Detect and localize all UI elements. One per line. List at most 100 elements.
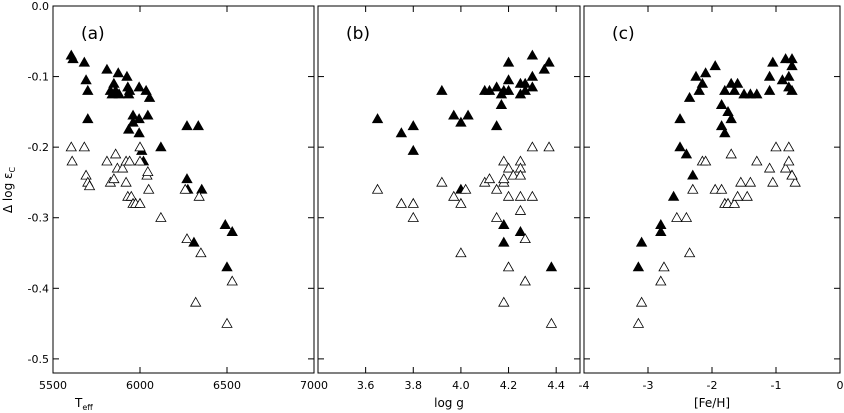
filled-triangle-point <box>448 109 460 120</box>
filled-triangle-point <box>407 120 419 131</box>
x-tick-label: 7000 <box>300 379 328 392</box>
filled-triangle-point <box>181 173 193 184</box>
filled-triangle-point <box>683 91 696 102</box>
open-triangle-point <box>65 141 77 152</box>
y-tick-label: -0.5 <box>28 353 49 366</box>
filled-triangle-point <box>526 49 539 60</box>
open-triangle-point <box>80 169 92 180</box>
x-tick-label: 0 <box>837 379 844 392</box>
filled-triangle-point <box>495 99 508 109</box>
x-tick-label: 3.8 <box>405 379 423 392</box>
open-triangle-point <box>514 204 527 215</box>
filled-triangle-point <box>226 226 238 236</box>
open-triangle-point <box>189 296 202 307</box>
open-triangle-point <box>221 317 233 328</box>
panel-2: (b) 3.6 3.8 4.0 4.2 4.4 log g <box>317 5 581 410</box>
plot-frame <box>317 5 581 374</box>
filled-triangle-point <box>715 120 728 131</box>
plot-frame <box>52 5 315 374</box>
x-tick-label: -4 <box>579 379 590 392</box>
filled-triangle-point <box>221 261 233 272</box>
x-tick-label: 4.0 <box>452 379 470 392</box>
panel-3: (c) -4 -3 -2 -1 0 [Fe/H] <box>579 5 844 410</box>
filled-triangle-point <box>140 84 152 95</box>
open-triangle-point <box>123 155 136 166</box>
y-tick-label: -0.1 <box>28 71 49 84</box>
open-triangle-point <box>514 190 527 201</box>
filled-triangle-point <box>545 261 558 272</box>
open-triangle-point <box>459 183 472 194</box>
filled-triangle-point <box>728 84 741 95</box>
filled-triangle-point <box>514 226 527 236</box>
open-triangle-point <box>687 183 699 194</box>
filled-triangle-point <box>395 127 408 138</box>
y-axis-title-main: Δ log ε <box>1 172 15 213</box>
y-tick-label: -0.2 <box>28 141 49 154</box>
x-tick-label: 6000 <box>126 379 154 392</box>
open-triangle-point <box>143 183 155 194</box>
x-tick-label: -3 <box>643 379 654 392</box>
filled-triangle-point <box>142 109 154 120</box>
open-triangle-point <box>181 233 193 244</box>
open-triangle-point <box>683 247 696 258</box>
x-tick-label: 4.2 <box>500 379 518 392</box>
filled-triangle-point <box>498 218 510 229</box>
filled-triangle-point <box>722 106 734 117</box>
open-triangle-point <box>699 155 712 166</box>
open-triangle-point <box>116 162 129 173</box>
open-triangle-point <box>728 197 741 208</box>
filled-triangle-point <box>143 91 156 102</box>
x-axis-title: Teff <box>74 396 93 412</box>
svg-text:Δ log εC: Δ log εC <box>1 166 17 213</box>
filled-triangle-point <box>133 127 145 138</box>
open-triangle-point <box>770 141 782 152</box>
filled-triangle-point <box>667 190 680 201</box>
open-triangle-point <box>744 176 757 187</box>
filled-triangle-point <box>82 84 94 95</box>
open-triangle-point <box>395 197 408 208</box>
open-triangle-point <box>142 166 154 177</box>
open-triangle-point <box>632 317 645 328</box>
filled-triangle-point <box>526 81 539 92</box>
panels: (a) 5500 6000 6500 7000 -0.5 -0.4 -0.3 -0.2 -0.1 0… <box>28 0 844 412</box>
y-axis-title-sub: C <box>8 166 17 172</box>
open-triangle-point <box>498 173 510 184</box>
open-triangle-point <box>155 211 167 222</box>
open-triangle-point <box>108 173 120 184</box>
filled-triangle-point <box>674 141 686 152</box>
filled-triangle-point <box>715 99 728 109</box>
filled-triangle-point <box>687 169 699 180</box>
filled-triangle-point <box>767 56 779 67</box>
x-tick-label: 4.4 <box>547 379 565 392</box>
y-tick-label: 0.0 <box>32 0 50 13</box>
filled-triangle-point <box>80 74 92 85</box>
filled-triangle-point <box>502 56 515 67</box>
x-axis-title-sub: eff <box>82 403 93 412</box>
open-triangle-point <box>436 176 448 187</box>
open-triangle-point <box>483 173 496 184</box>
open-triangle-point <box>120 176 132 187</box>
x-tick-label: 5500 <box>39 379 67 392</box>
filled-triangle-point <box>719 84 731 95</box>
filled-triangle-point <box>526 70 539 81</box>
open-triangle-point <box>715 183 728 194</box>
x-axis-title-main: log g <box>434 396 464 410</box>
open-triangle-point <box>779 162 792 173</box>
x-tick-label: -1 <box>771 379 782 392</box>
filled-triangle-point <box>543 56 555 67</box>
filled-triangle-point <box>108 77 120 88</box>
filled-triangle-point <box>786 84 798 95</box>
x-axis-title-main: T <box>74 396 83 410</box>
filled-triangle-point <box>181 120 193 131</box>
filled-triangle-point <box>690 70 702 81</box>
open-triangle-point <box>545 317 558 328</box>
panel-1: (a) 5500 6000 6500 7000 -0.5 -0.4 -0.3 -0.2 -0.1 0… <box>28 0 328 412</box>
open-triangle-point <box>741 190 753 201</box>
open-triangle-point <box>763 162 776 173</box>
open-triangle-point <box>543 141 555 152</box>
filled-triangle-point <box>123 84 136 95</box>
open-triangle-point <box>66 155 78 166</box>
x-tick-label: 3.6 <box>357 379 375 392</box>
open-triangle-point <box>507 169 519 180</box>
filled-triangle-point <box>680 148 693 159</box>
